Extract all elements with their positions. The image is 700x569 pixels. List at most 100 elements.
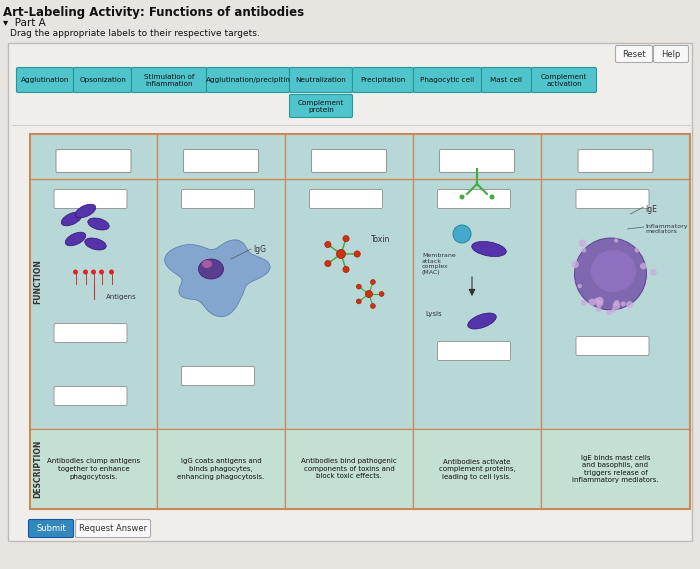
FancyBboxPatch shape: [286, 430, 412, 508]
FancyBboxPatch shape: [438, 341, 510, 361]
Text: FUNCTION: FUNCTION: [34, 259, 43, 304]
Text: IgG coats antigens and
binds phagocytes,
enhancing phagocytosis.: IgG coats antigens and binds phagocytes,…: [177, 459, 265, 480]
Text: Toxin: Toxin: [371, 234, 391, 244]
Text: Antibodies clump antigens
together to enhance
phagocytosis.: Antibodies clump antigens together to en…: [47, 459, 140, 480]
Text: Complement
protein: Complement protein: [298, 100, 344, 113]
Text: ▾  Part A: ▾ Part A: [3, 18, 45, 28]
Circle shape: [325, 261, 331, 267]
Ellipse shape: [88, 218, 109, 230]
FancyBboxPatch shape: [542, 430, 689, 508]
Circle shape: [453, 225, 471, 243]
Text: Mast cell: Mast cell: [491, 77, 522, 83]
Ellipse shape: [575, 238, 647, 310]
Ellipse shape: [85, 238, 106, 250]
Circle shape: [578, 284, 582, 288]
FancyBboxPatch shape: [615, 46, 652, 63]
FancyBboxPatch shape: [183, 150, 258, 172]
Circle shape: [99, 270, 104, 274]
Circle shape: [614, 300, 620, 306]
Circle shape: [620, 302, 626, 307]
Text: Neutralization: Neutralization: [295, 77, 346, 83]
Text: Reset: Reset: [622, 50, 646, 59]
Circle shape: [596, 297, 603, 305]
Circle shape: [596, 306, 601, 312]
FancyBboxPatch shape: [309, 189, 382, 208]
FancyBboxPatch shape: [29, 519, 74, 538]
FancyBboxPatch shape: [8, 43, 692, 541]
Circle shape: [614, 238, 618, 242]
Text: Antigens: Antigens: [106, 294, 136, 300]
FancyBboxPatch shape: [76, 519, 150, 538]
Ellipse shape: [65, 232, 85, 246]
Circle shape: [325, 241, 331, 248]
Circle shape: [354, 251, 360, 257]
Circle shape: [582, 248, 587, 253]
Circle shape: [571, 261, 579, 268]
FancyBboxPatch shape: [290, 94, 353, 118]
FancyBboxPatch shape: [74, 68, 132, 93]
Circle shape: [579, 240, 587, 247]
Circle shape: [606, 310, 612, 315]
Circle shape: [109, 270, 114, 274]
FancyBboxPatch shape: [440, 150, 514, 172]
FancyBboxPatch shape: [576, 336, 649, 356]
Circle shape: [365, 291, 372, 298]
Ellipse shape: [468, 313, 496, 329]
Text: Lysis: Lysis: [425, 311, 442, 317]
Text: Antibodies bind pathogenic
components of toxins and
block toxic effects.: Antibodies bind pathogenic components of…: [301, 459, 397, 480]
FancyBboxPatch shape: [181, 366, 255, 386]
Text: IgE: IgE: [645, 204, 657, 213]
Text: Opsonization: Opsonization: [79, 77, 126, 83]
Text: Phagocytic cell: Phagocytic cell: [421, 77, 475, 83]
FancyBboxPatch shape: [132, 68, 206, 93]
Ellipse shape: [76, 204, 96, 218]
Text: Inflammatory
mediators: Inflammatory mediators: [645, 224, 688, 234]
Circle shape: [343, 266, 349, 273]
FancyBboxPatch shape: [482, 68, 531, 93]
Ellipse shape: [591, 250, 636, 292]
Circle shape: [370, 279, 375, 284]
Ellipse shape: [202, 260, 212, 268]
Ellipse shape: [472, 241, 506, 257]
Circle shape: [650, 269, 657, 275]
Text: Drag the appropriate labels to their respective targets.: Drag the appropriate labels to their res…: [10, 29, 260, 38]
FancyBboxPatch shape: [17, 68, 73, 93]
Circle shape: [370, 303, 375, 308]
FancyBboxPatch shape: [158, 430, 284, 508]
FancyBboxPatch shape: [576, 189, 649, 208]
FancyBboxPatch shape: [438, 189, 510, 208]
Ellipse shape: [62, 212, 82, 226]
FancyBboxPatch shape: [206, 68, 290, 93]
Circle shape: [612, 302, 620, 310]
Text: Submit: Submit: [36, 524, 66, 533]
Circle shape: [489, 195, 494, 200]
Circle shape: [379, 291, 384, 296]
Circle shape: [459, 195, 465, 200]
Text: Art-Labeling Activity: Functions of antibodies: Art-Labeling Activity: Functions of anti…: [3, 6, 304, 19]
Circle shape: [356, 284, 361, 289]
Circle shape: [343, 236, 349, 242]
Circle shape: [626, 301, 634, 308]
Circle shape: [640, 263, 647, 270]
FancyBboxPatch shape: [56, 150, 131, 172]
Text: IgE binds mast cells
and basophils, and
triggers release of
inflammatory mediato: IgE binds mast cells and basophils, and …: [572, 455, 659, 483]
FancyBboxPatch shape: [578, 150, 653, 172]
FancyBboxPatch shape: [290, 68, 353, 93]
Circle shape: [73, 270, 78, 274]
Text: Request Answer: Request Answer: [79, 524, 147, 533]
Circle shape: [611, 308, 616, 313]
Circle shape: [581, 300, 587, 306]
Circle shape: [596, 300, 603, 307]
Text: Complement
activation: Complement activation: [541, 73, 587, 86]
Circle shape: [594, 298, 599, 303]
Circle shape: [589, 299, 596, 306]
Text: Stimulation of
inflammation: Stimulation of inflammation: [144, 73, 194, 86]
Text: Agglutination: Agglutination: [21, 77, 69, 83]
Text: Precipitation: Precipitation: [360, 77, 405, 83]
FancyBboxPatch shape: [181, 189, 255, 208]
FancyBboxPatch shape: [414, 68, 482, 93]
Text: Membrane
attack
complex
(MAC): Membrane attack complex (MAC): [422, 253, 456, 275]
Text: DESCRIPTION: DESCRIPTION: [34, 440, 43, 498]
FancyBboxPatch shape: [54, 324, 127, 343]
Text: Help: Help: [662, 50, 680, 59]
